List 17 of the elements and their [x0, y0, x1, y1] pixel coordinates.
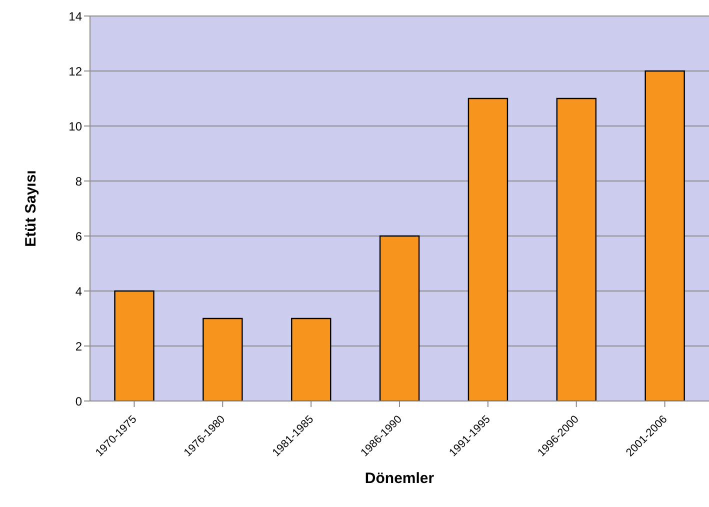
x-axis-title: Dönemler [364, 470, 434, 487]
bar [114, 290, 154, 401]
y-tick-label: 14 [68, 9, 82, 24]
bar [644, 70, 685, 401]
bar [291, 318, 332, 401]
bar [379, 235, 420, 401]
bar [556, 98, 597, 401]
y-axis-title: Etüt Sayısı [22, 170, 40, 247]
y-tick-label: 4 [75, 284, 82, 298]
y-tick-label: 8 [75, 174, 82, 188]
bar [468, 98, 508, 401]
y-tick-label: 12 [68, 64, 82, 78]
y-tick-label: 2 [75, 339, 82, 354]
y-tick-label: 6 [75, 229, 82, 244]
y-tick-label: 10 [68, 119, 82, 134]
y-tick-label: 0 [75, 394, 82, 408]
bar [202, 318, 243, 401]
